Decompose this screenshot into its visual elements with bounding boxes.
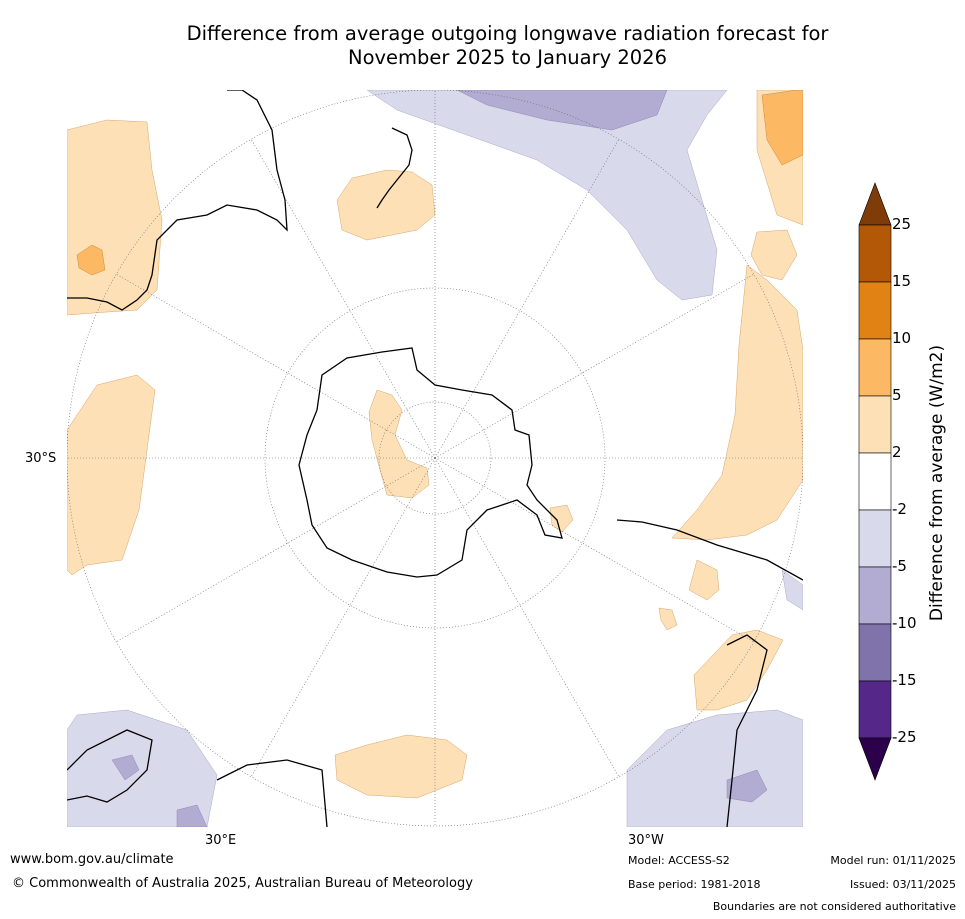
disclaimer-text: Boundaries are not considered authoritat… [712,900,956,913]
coastlines [67,90,803,827]
colorbar-band-m10-m5 [858,566,892,625]
base-period-text: Base period: 1981-2018 [628,878,761,891]
anomaly-positive-5-10 [76,90,803,276]
colorbar-band-10-15 [858,281,892,340]
colorbar-band-m2-2 [858,452,892,511]
colorbar-tick: 2 [892,443,902,461]
colorbar-tick: -2 [892,500,907,518]
colorbar-band-m25-m15 [858,680,892,739]
title-line-2: November 2025 to January 2026 [348,46,667,69]
colorbar-tick: 15 [892,272,912,290]
colorbar-band-2-5 [858,395,892,454]
copyright-text: © Commonwealth of Australia 2025, Austra… [12,876,473,891]
colorbar [855,180,965,785]
colorbar-title: Difference from average (W/m2) [927,344,947,622]
colorbar-tick: -25 [892,728,917,746]
colorbar-band-15-25 [858,224,892,283]
colorbar-band-m5-m2 [858,509,892,568]
colorbar-band-5-10 [858,338,892,397]
title-line-1: Difference from average outgoing longwav… [186,22,829,45]
colorbar-tick: -10 [892,614,917,632]
lon-label-30w: 30°W [628,833,664,848]
colorbar-tick: 25 [892,215,912,233]
website-link[interactable]: www.bom.gov.au/climate [10,852,174,867]
polar-map[interactable] [67,90,803,827]
chart-title: Difference from average outgoing longwav… [100,22,915,70]
anomaly-negative-5-10 [111,90,768,827]
issued-text: Issued: 03/11/2025 [849,878,956,891]
graticule [67,90,803,827]
colorbar-tick: -5 [892,557,907,575]
colorbar-band-m15-m10 [858,623,892,682]
anomaly-negative-2-5 [67,90,803,827]
model-text: Model: ACCESS-S2 [628,854,730,867]
colorbar-tick: 5 [892,386,902,404]
colorbar-over-triangle [858,182,892,226]
model-run-text: Model run: 01/11/2025 [830,854,956,867]
colorbar-tick: 10 [892,329,912,347]
lon-label-30e: 30°E [205,833,237,848]
colorbar-tick: -15 [892,671,917,689]
lat-label-30s: 30°S [25,451,57,466]
colorbar-under-triangle [858,737,892,781]
